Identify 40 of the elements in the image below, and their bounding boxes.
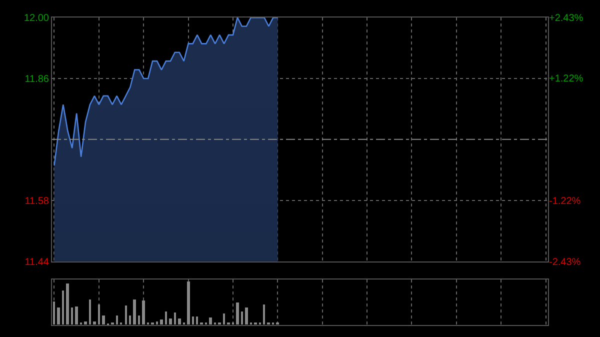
bar <box>142 300 145 325</box>
bar <box>196 316 198 325</box>
bar <box>209 318 212 325</box>
bar <box>174 312 176 325</box>
bar <box>53 302 55 325</box>
bar <box>187 282 190 325</box>
bar <box>98 304 100 325</box>
y2-tick-label: -1.22% <box>549 196 581 208</box>
bar <box>236 302 239 325</box>
bar <box>116 316 118 325</box>
bar <box>75 306 78 325</box>
bar <box>165 312 167 325</box>
bar <box>89 300 91 325</box>
bar <box>156 322 158 325</box>
bar <box>169 318 172 325</box>
bar <box>138 316 140 325</box>
y-tick-label: 11.58 <box>24 196 50 207</box>
bar <box>245 308 248 325</box>
y-tick-label: 11.86 <box>24 74 50 85</box>
y2-tick-label: +2.43% <box>549 13 584 24</box>
bar <box>57 308 60 325</box>
bar <box>133 300 136 325</box>
bar <box>66 284 69 325</box>
bar <box>62 290 64 325</box>
bar <box>125 306 127 325</box>
y2-tick-label: -2.43% <box>549 256 581 268</box>
y-tick-label: 11.44 <box>24 256 50 268</box>
bar <box>71 308 73 325</box>
bar <box>129 316 131 325</box>
bar <box>93 322 96 325</box>
y2-tick-label: +1.22% <box>549 74 584 85</box>
bar <box>178 318 181 325</box>
y-tick-label: 12.00 <box>24 13 50 24</box>
bar <box>160 320 163 325</box>
bar <box>192 316 194 325</box>
bar <box>241 312 243 325</box>
bar <box>102 316 105 325</box>
bar <box>223 314 225 325</box>
bar <box>84 322 87 325</box>
bar <box>263 304 265 325</box>
